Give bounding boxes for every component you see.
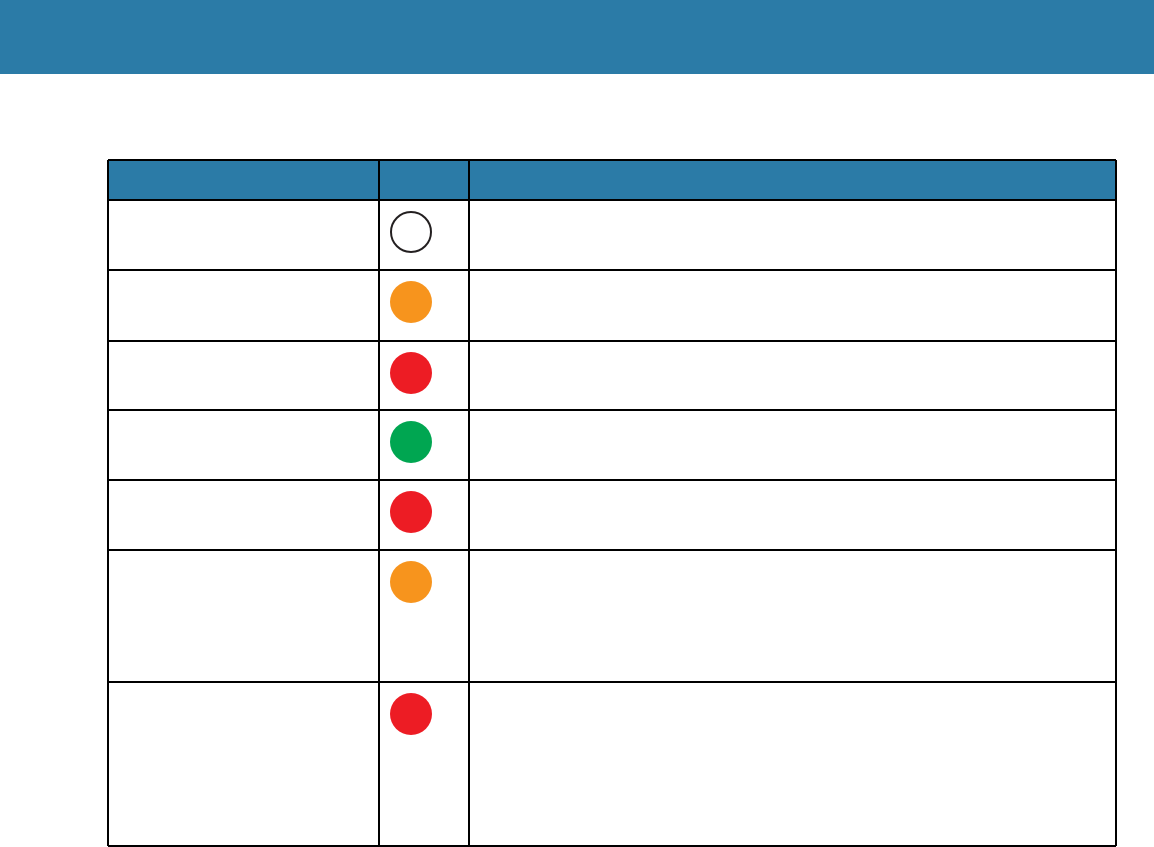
top-banner: [0, 0, 1154, 74]
status-dot: [390, 491, 432, 533]
status-dot: [390, 281, 432, 323]
status-dot: [390, 693, 432, 735]
status-dot: [390, 561, 432, 603]
table-header: [108, 160, 1116, 200]
table-grid: [107, 159, 1117, 847]
status-dot: [390, 211, 432, 253]
status-dot: [390, 421, 432, 463]
status-dot: [390, 352, 432, 394]
status-indicators: [390, 211, 432, 735]
